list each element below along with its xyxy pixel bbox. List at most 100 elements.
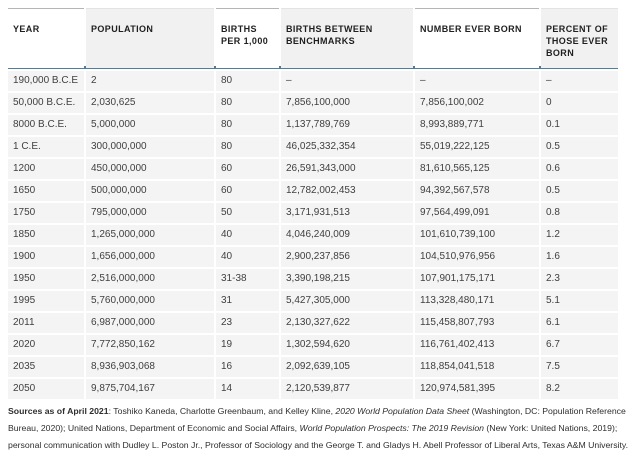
table-row: 2035 8,936,903,068 16 2,092,639,105 118,854,… xyxy=(8,357,618,377)
table-cell: 19 xyxy=(216,335,279,355)
table-row: 50,000 B.C.E. 2,030,625 80 7,856,100,000 7,8… xyxy=(8,93,618,113)
column-header: BIRTHS BETWEEN BENCHMARKS xyxy=(281,8,413,68)
table-cell: 7,856,100,000 xyxy=(281,93,413,113)
table-cell: – xyxy=(415,71,539,91)
table-cell: 80 xyxy=(216,115,279,135)
table-cell: 116,761,402,413 xyxy=(415,335,539,355)
table-cell: 60 xyxy=(216,181,279,201)
table-row: 1650 500,000,000 60 12,782,002,453 94,392,56… xyxy=(8,181,618,201)
table-cell: 118,854,041,518 xyxy=(415,357,539,377)
table-cell: 115,458,807,793 xyxy=(415,313,539,333)
table-cell: 1750 xyxy=(8,203,84,223)
column-header: PERCENT OF THOSE EVER BORN xyxy=(541,8,618,68)
table-row: 2011 6,987,000,000 23 2,130,327,622 115,458,… xyxy=(8,313,618,333)
table-cell: 2,516,000,000 xyxy=(86,269,214,289)
table-cell: 40 xyxy=(216,247,279,267)
table-cell: – xyxy=(281,71,413,91)
sources-text-segment: : Toshiko Kaneda, Charlotte Greenbaum, a… xyxy=(108,406,336,416)
table-cell: 0.6 xyxy=(541,159,618,179)
table-cell: 31 xyxy=(216,291,279,311)
table-row: 8000 B.C.E. 5,000,000 80 1,137,789,769 8,993… xyxy=(8,115,618,135)
table-cell: 2,900,237,856 xyxy=(281,247,413,267)
table-cell: 2020 xyxy=(8,335,84,355)
table-cell: 3,171,931,513 xyxy=(281,203,413,223)
table-cell: 2035 xyxy=(8,357,84,377)
table-cell: 120,974,581,395 xyxy=(415,379,539,399)
table-cell: 5,427,305,000 xyxy=(281,291,413,311)
table-cell: 1995 xyxy=(8,291,84,311)
table-cell: 16 xyxy=(216,357,279,377)
table-cell: 60 xyxy=(216,159,279,179)
table-cell: 2.3 xyxy=(541,269,618,289)
table-row: 1900 1,656,000,000 40 2,900,237,856 104,510,… xyxy=(8,247,618,267)
table-cell: 12,782,002,453 xyxy=(281,181,413,201)
table-cell: 1 C.E. xyxy=(8,137,84,157)
table-cell: 0.5 xyxy=(541,181,618,201)
table-cell: 94,392,567,578 xyxy=(415,181,539,201)
table-row: 1995 5,760,000,000 31 5,427,305,000 113,328,… xyxy=(8,291,618,311)
table-cell: 46,025,332,354 xyxy=(281,137,413,157)
sources-text-segment: (Washington, DC: Population Reference Bu… xyxy=(8,406,626,433)
table-cell: 23 xyxy=(216,313,279,333)
table-cell: 101,610,739,100 xyxy=(415,225,539,245)
table-cell: 1650 xyxy=(8,181,84,201)
table-cell: 500,000,000 xyxy=(86,181,214,201)
table-cell: 40 xyxy=(216,225,279,245)
column-header: NUMBER EVER BORN xyxy=(415,8,539,68)
table-cell: 190,000 B.C.E xyxy=(8,71,84,91)
table-cell: 2,030,625 xyxy=(86,93,214,113)
table-cell: 1950 xyxy=(8,269,84,289)
table-row: 1 C.E. 300,000,000 80 46,025,332,354 55,019,… xyxy=(8,137,618,157)
table-cell: 0.5 xyxy=(541,137,618,157)
table-cell: 107,901,175,171 xyxy=(415,269,539,289)
table-cell: 9,875,704,167 xyxy=(86,379,214,399)
table-cell: 6.1 xyxy=(541,313,618,333)
table-cell: 50,000 B.C.E. xyxy=(8,93,84,113)
table-cell: 1,265,000,000 xyxy=(86,225,214,245)
table-cell: 7,856,100,002 xyxy=(415,93,539,113)
table-cell: 7.5 xyxy=(541,357,618,377)
table-cell: 7,772,850,162 xyxy=(86,335,214,355)
table-cell: 1,302,594,620 xyxy=(281,335,413,355)
table-cell: 1.6 xyxy=(541,247,618,267)
table-cell: 0 xyxy=(541,93,618,113)
table-cell: 5,760,000,000 xyxy=(86,291,214,311)
table-row: 1200 450,000,000 60 26,591,343,000 81,610,56… xyxy=(8,159,618,179)
table-row: 1750 795,000,000 50 3,171,931,513 97,564,499… xyxy=(8,203,618,223)
table-cell: 1.2 xyxy=(541,225,618,245)
table-cell: 4,046,240,009 xyxy=(281,225,413,245)
table-cell: 1,656,000,000 xyxy=(86,247,214,267)
table-cell: 2 xyxy=(86,71,214,91)
table-cell: 300,000,000 xyxy=(86,137,214,157)
table-row: 2050 9,875,704,167 14 2,120,539,877 120,974,… xyxy=(8,379,618,399)
table-cell: 8000 B.C.E. xyxy=(8,115,84,135)
table-cell: 26,591,343,000 xyxy=(281,159,413,179)
column-header: YEAR xyxy=(8,8,84,68)
table-cell: 104,510,976,956 xyxy=(415,247,539,267)
table-cell: 80 xyxy=(216,93,279,113)
table-cell: – xyxy=(541,71,618,91)
table-cell: 8,993,889,771 xyxy=(415,115,539,135)
sources-text-segment: (New York: United Nations, 2019); person… xyxy=(8,423,629,450)
table-cell: 8,936,903,068 xyxy=(86,357,214,377)
table-cell: 6.7 xyxy=(541,335,618,355)
table-body: 190,000 B.C.E 2 80– – –50,000 B.C.E. 2,030,62… xyxy=(8,71,618,399)
table-cell: 1850 xyxy=(8,225,84,245)
population-table: YEAR POPULATION BIRTHS PER 1,000 BIRTHS BET… xyxy=(8,8,618,399)
table-row: 2020 7,772,850,162 19 1,302,594,620 116,761,… xyxy=(8,335,618,355)
table-row: 1850 1,265,000,000 40 4,046,240,009 101,610,… xyxy=(8,225,618,245)
table-cell: 0.8 xyxy=(541,203,618,223)
table-cell: 2,092,639,105 xyxy=(281,357,413,377)
table-cell: 6,987,000,000 xyxy=(86,313,214,333)
table-cell: 8.2 xyxy=(541,379,618,399)
sources-text-segment: 2020 World Population Data Sheet xyxy=(335,406,470,416)
table-row: 1950 2,516,000,000 31-38 3,390,198,215 107,9… xyxy=(8,269,618,289)
table-row: 190,000 B.C.E 2 80– – – xyxy=(8,71,618,91)
sources-text-segment: World Population Prospects: The 2019 Rev… xyxy=(299,423,484,433)
table-cell: 2050 xyxy=(8,379,84,399)
table-cell: 5,000,000 xyxy=(86,115,214,135)
table-cell: 795,000,000 xyxy=(86,203,214,223)
table-cell: 1900 xyxy=(8,247,84,267)
table-cell: 55,019,222,125 xyxy=(415,137,539,157)
table-cell: 450,000,000 xyxy=(86,159,214,179)
